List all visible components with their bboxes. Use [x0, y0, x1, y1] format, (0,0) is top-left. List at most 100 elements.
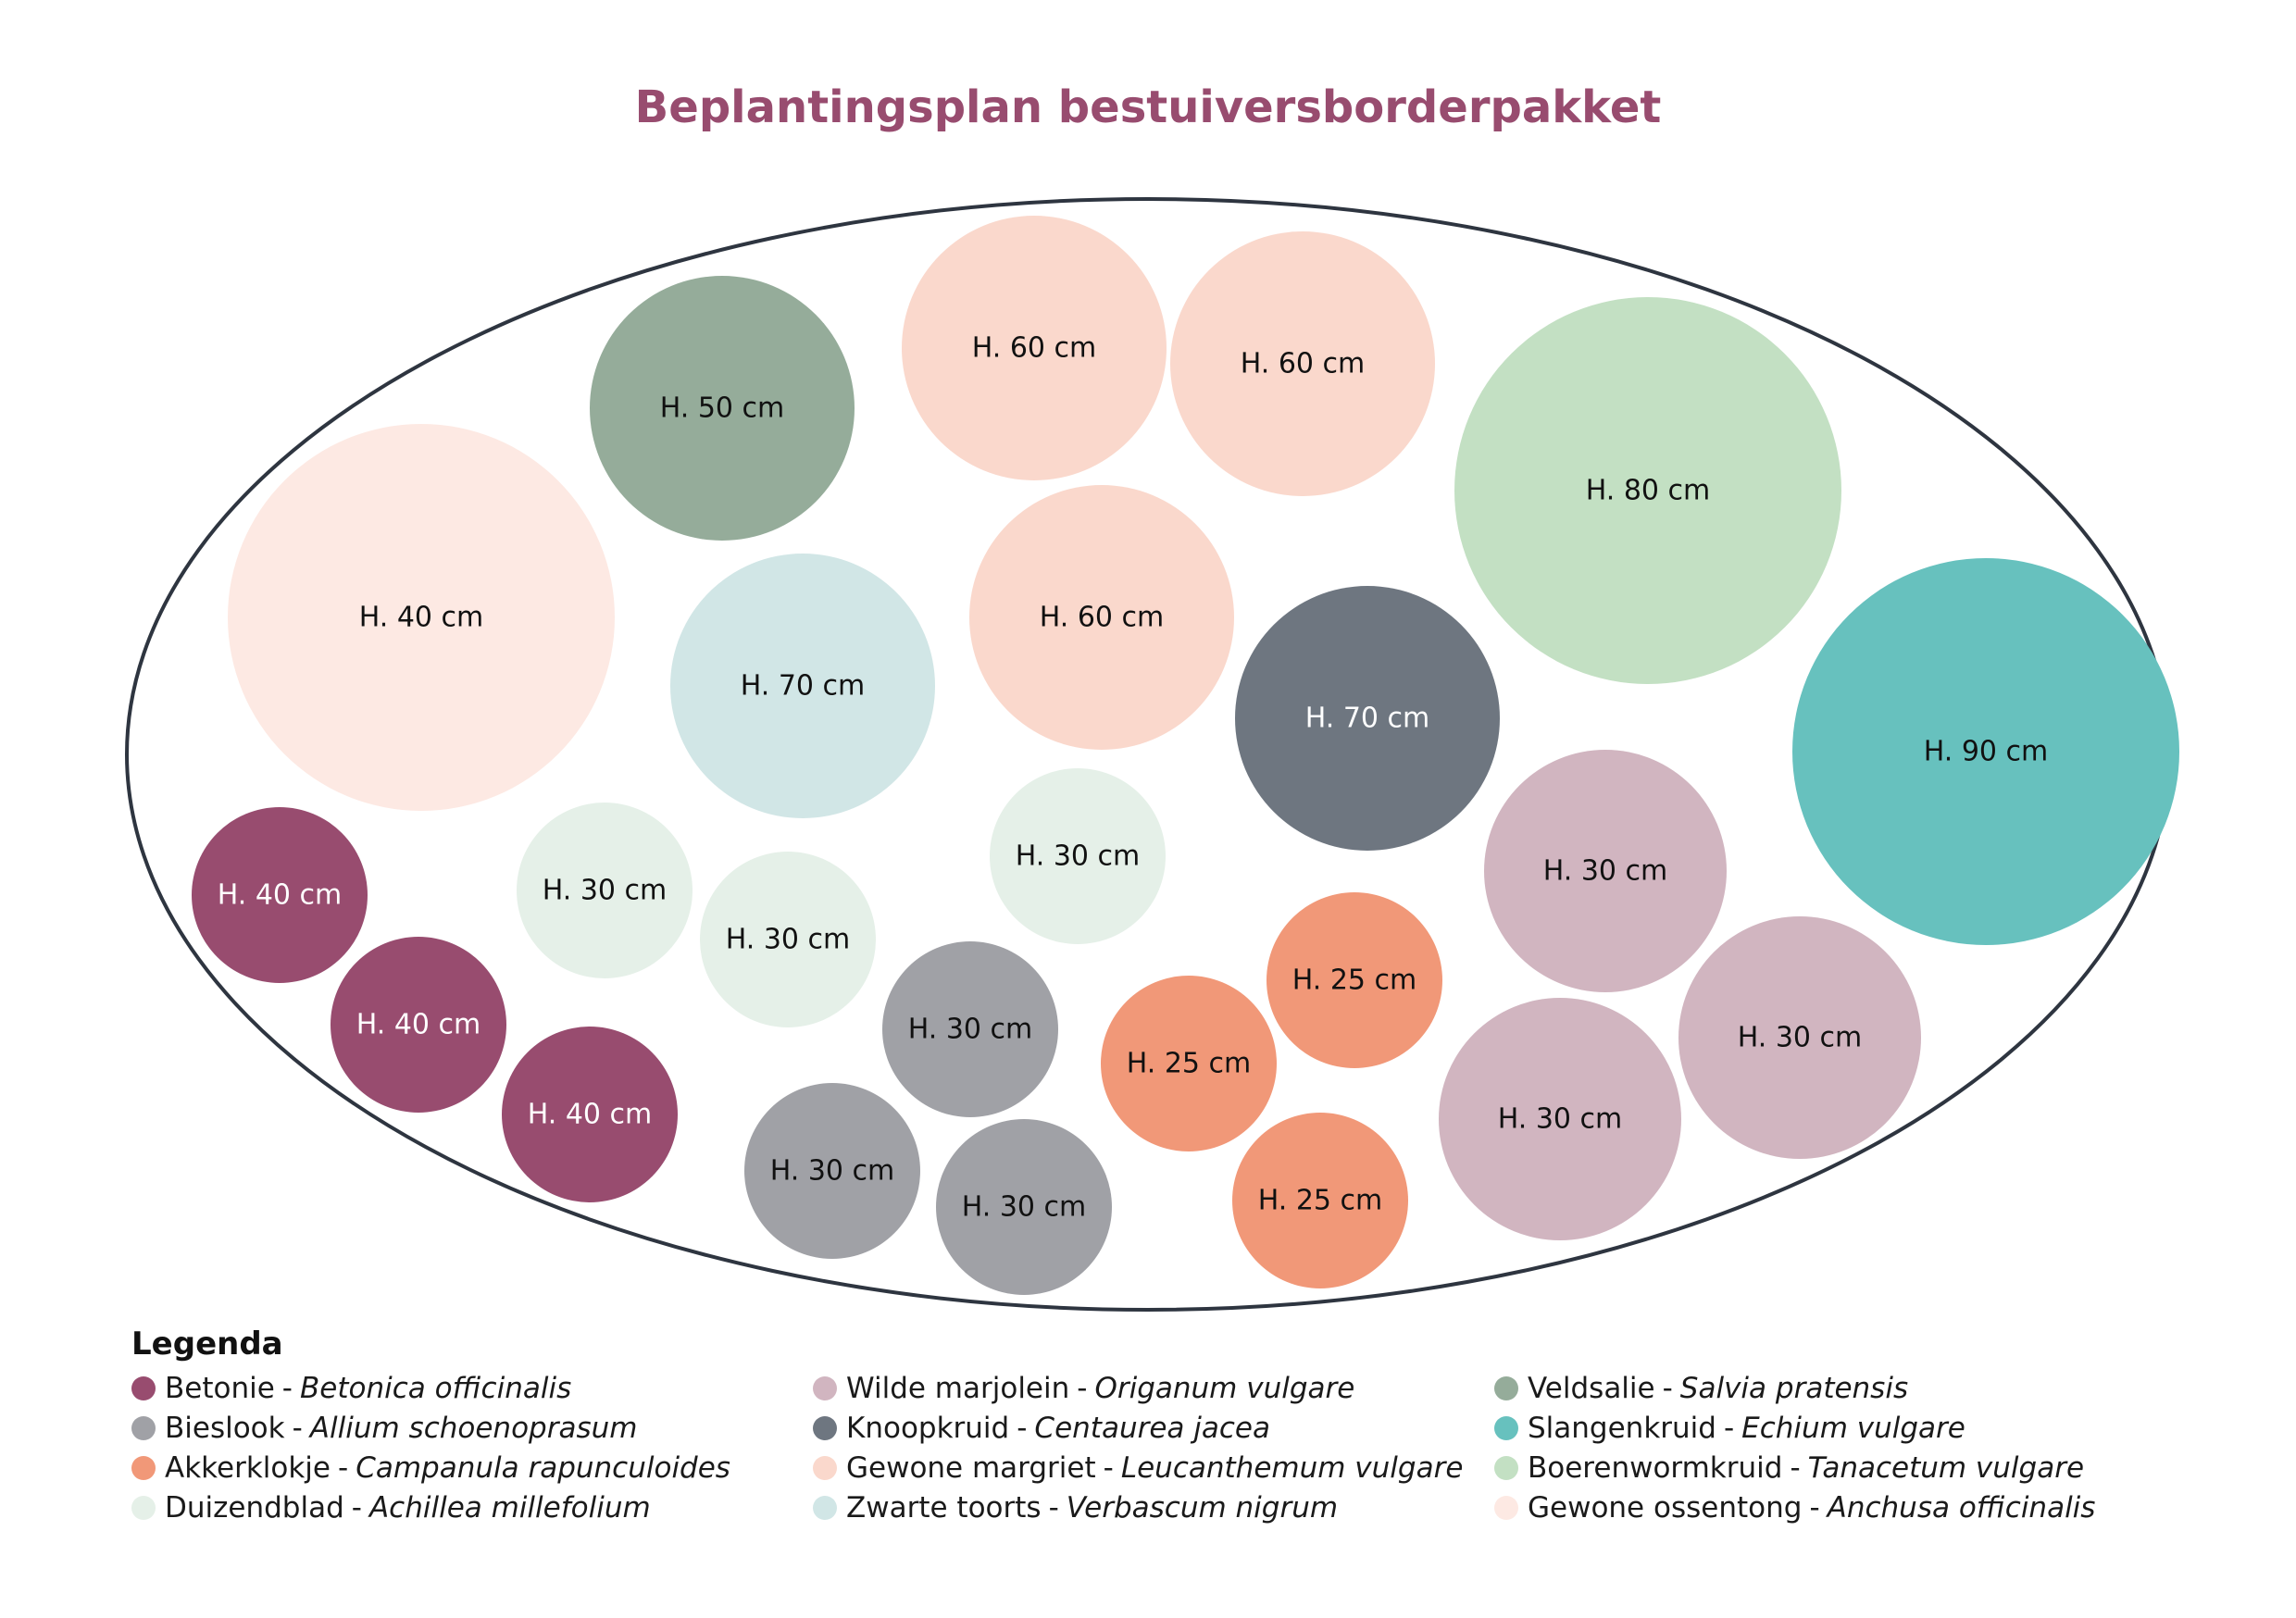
legend-separator: -: [281, 1371, 293, 1405]
legend-common-name: Gewone ossentong: [1528, 1490, 1803, 1525]
legend-scientific-name: Echium vulgare: [1741, 1411, 1965, 1445]
plant-circle: [517, 803, 693, 978]
plant: H. 40 cm: [228, 424, 615, 811]
legend-swatch: [131, 1415, 156, 1440]
plant-circle: [192, 807, 368, 983]
legend-swatch: [813, 1415, 837, 1440]
legend-separator: -: [1077, 1371, 1088, 1405]
plant: H. 40 cm: [502, 1027, 678, 1202]
plant-height-label: H. 40 cm: [356, 1009, 481, 1041]
legend-common-name: Bieslook: [165, 1411, 285, 1445]
plant-height-label: H. 25 cm: [1127, 1048, 1252, 1080]
legend-common-name: Boerenwormkruid: [1528, 1450, 1783, 1485]
legend-item: Duizendblad - Achillea millefolium: [131, 1487, 835, 1527]
plant-circle: [1792, 558, 2179, 945]
plant-circle: [1170, 231, 1435, 496]
legend-common-name: Zwarte toorts: [846, 1490, 1042, 1525]
legend-scientific-name: Anchusa officinalis: [1827, 1490, 2096, 1525]
legend-separator: -: [1662, 1371, 1673, 1405]
legend-common-name: Wilde marjolein: [846, 1371, 1070, 1405]
legend-item: Slangenkruid - Echium vulgare: [1494, 1408, 2198, 1448]
plant-circle: [969, 485, 1234, 750]
legend-item: Zwarte toorts - Verbascum nigrum: [813, 1487, 1516, 1527]
plant: H. 60 cm: [969, 485, 1234, 750]
legend-scientific-name: Leucanthemum vulgare: [1120, 1450, 1464, 1485]
plant-circle: [1484, 750, 1727, 992]
plant: H. 80 cm: [1454, 297, 1841, 684]
plant-height-label: H. 40 cm: [528, 1099, 653, 1131]
plant: H. 30 cm: [700, 852, 876, 1027]
legend-swatch: [131, 1375, 156, 1400]
page-title: Beplantingsplan bestuiversborderpakket: [634, 81, 1662, 133]
plant: H. 25 cm: [1267, 892, 1442, 1068]
plant: H. 30 cm: [1484, 750, 1727, 992]
legend-common-name: Knoopkruid: [846, 1411, 1010, 1445]
legend-separator: -: [1103, 1450, 1114, 1485]
legend-scientific-name: Betonica officinalis: [299, 1371, 572, 1405]
plant-height-label: H. 90 cm: [1924, 736, 2049, 768]
plant-circle: [502, 1027, 678, 1202]
plant-height-label: H. 60 cm: [1241, 348, 1366, 380]
plant-circle: [590, 276, 855, 541]
legend-common-name: Betonie: [165, 1371, 275, 1405]
legend-item: Veldsalie - Salvia pratensis: [1494, 1368, 2198, 1408]
legend-separator: -: [1809, 1490, 1820, 1525]
plant: H. 30 cm: [517, 803, 693, 978]
plant-height-label: H. 60 cm: [1040, 602, 1165, 634]
legend-swatch: [131, 1495, 156, 1520]
plant: H. 30 cm: [882, 941, 1058, 1117]
legend-separator: -: [1723, 1411, 1735, 1445]
legend-swatch: [1494, 1495, 1518, 1520]
plant: H. 40 cm: [331, 937, 506, 1113]
legend-common-name: Akkerklokje: [165, 1450, 331, 1485]
legend-scientific-name: Verbascum nigrum: [1066, 1490, 1339, 1525]
plant-height-label: H. 30 cm: [726, 924, 851, 956]
plant-height-label: H. 60 cm: [972, 332, 1097, 365]
legend-separator: -: [1017, 1411, 1028, 1445]
plant-circle: [1235, 586, 1500, 851]
legend-common-name: Duizendblad: [165, 1490, 344, 1525]
plant: H. 30 cm: [936, 1119, 1112, 1295]
plant: H. 30 cm: [990, 768, 1166, 944]
plant-circle: [1232, 1113, 1408, 1288]
plant-circle: [1101, 976, 1277, 1151]
plant: H. 70 cm: [670, 554, 935, 818]
legend-separator: -: [292, 1411, 303, 1445]
plant-height-label: H. 25 cm: [1292, 965, 1417, 997]
plant: H. 25 cm: [1232, 1113, 1408, 1288]
plant-height-label: H. 30 cm: [1543, 855, 1668, 888]
legend-scientific-name: Campanula rapunculoides: [356, 1450, 730, 1485]
legend-swatch: [1494, 1455, 1518, 1480]
plant-circle: [882, 941, 1058, 1117]
legend-scientific-name: Centaurea jacea: [1034, 1411, 1270, 1445]
legend-swatch: [1494, 1415, 1518, 1440]
plant-height-label: H. 50 cm: [660, 392, 785, 425]
plant: H. 60 cm: [1170, 231, 1435, 496]
plant-circle: [902, 216, 1167, 480]
legend-common-name: Gewone margriet: [846, 1450, 1096, 1485]
plant-circle: [936, 1119, 1112, 1295]
plant: H. 40 cm: [192, 807, 368, 983]
plant-height-label: H. 40 cm: [359, 602, 484, 634]
plant-height-label: H. 30 cm: [1498, 1103, 1623, 1136]
legend-swatch: [813, 1375, 837, 1400]
plant: H. 30 cm: [744, 1083, 920, 1259]
legend-item: Gewone margriet - Leucanthemum vulgare: [813, 1448, 1516, 1487]
legend-item: Knoopkruid - Centaurea jacea: [813, 1408, 1516, 1448]
legend-swatch: [131, 1455, 156, 1480]
plant-circle: [700, 852, 876, 1027]
plant-height-label: H. 30 cm: [962, 1191, 1087, 1224]
plant-height-label: H. 30 cm: [543, 875, 668, 907]
legend-item: Boerenwormkruid - Tanacetum vulgare: [1494, 1448, 2198, 1487]
legend-item: Bieslook - Allium schoenoprasum: [131, 1408, 835, 1448]
legend-separator: -: [1048, 1490, 1059, 1525]
legend-column-3: Veldsalie - Salvia pratensis Slangenkrui…: [1494, 1368, 2198, 1527]
plant-circle: [1678, 916, 1921, 1159]
plant-circle: [670, 554, 935, 818]
plant-circle: [744, 1083, 920, 1259]
legend-swatch: [1494, 1375, 1518, 1400]
plant-circle: [331, 937, 506, 1113]
legend-heading: Legenda: [131, 1326, 283, 1363]
